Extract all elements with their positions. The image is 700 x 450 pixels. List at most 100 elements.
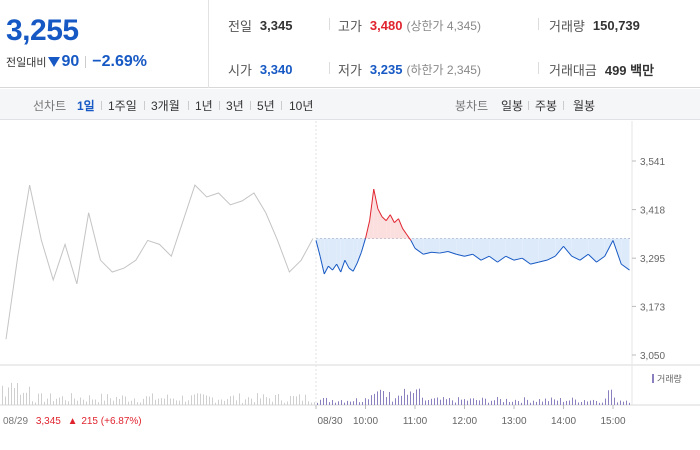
volume-bar	[374, 393, 375, 405]
y-tick-label: 3,541	[640, 157, 665, 168]
today-segment	[369, 188, 375, 221]
tab-daily[interactable]: 일봉	[501, 99, 524, 113]
volume-bar	[14, 388, 15, 405]
tab-monthly[interactable]: 월봉	[573, 99, 596, 113]
change-fill-area	[489, 238, 498, 263]
stat-prev-close: 전일 3,345	[228, 16, 292, 35]
volume-bar	[53, 401, 54, 405]
change-fill-area	[472, 238, 481, 261]
volume-bar	[530, 402, 531, 405]
volume-bar	[539, 399, 540, 405]
volume-bar	[413, 393, 414, 405]
volume-bar	[563, 401, 564, 405]
divider	[329, 18, 330, 30]
stat-value: 499 백만	[604, 63, 655, 78]
volume-bar	[149, 396, 150, 405]
change-fill-area	[439, 238, 448, 254]
volume-bar	[461, 399, 462, 405]
volume-bar	[272, 401, 273, 405]
tab-1w[interactable]: 1주일	[108, 99, 137, 113]
volume-bar	[5, 396, 6, 405]
today-segment	[505, 255, 515, 261]
volume-bar	[458, 397, 459, 405]
volume-bar	[173, 398, 174, 405]
today-segment	[439, 250, 449, 254]
today-segment	[579, 253, 589, 261]
tab-3m[interactable]: 3개월	[151, 99, 180, 113]
volume-bar	[572, 397, 573, 405]
change-fill-area	[353, 238, 358, 272]
today-segment	[344, 259, 350, 269]
volume-bar	[335, 402, 336, 405]
today-segment	[352, 262, 358, 272]
volume-bar	[599, 402, 600, 405]
change-fill-area	[448, 238, 457, 255]
volume-legend-swatch	[652, 374, 654, 383]
volume-bar	[236, 400, 237, 405]
volume-bar	[71, 393, 72, 405]
stat-value: 3,340	[259, 62, 293, 77]
volume-bar	[302, 400, 303, 405]
change-fill-area	[580, 238, 589, 261]
today-segment	[373, 188, 379, 209]
volume-bar	[548, 401, 549, 405]
tab-weekly[interactable]: 주봉	[535, 99, 558, 113]
change-fill-area	[571, 238, 580, 261]
volume-bar	[50, 393, 51, 405]
tab-5y[interactable]: 5년	[257, 99, 275, 113]
volume-bar	[188, 400, 189, 405]
volume-bar	[245, 399, 246, 405]
volume-bar	[197, 393, 198, 405]
volume-bar	[122, 395, 123, 405]
volume-bar	[521, 402, 522, 405]
tab-3y[interactable]: 3년	[226, 99, 244, 113]
today-segment	[480, 255, 490, 261]
volume-bar	[86, 401, 87, 405]
volume-bar	[476, 399, 477, 405]
volume-bar	[416, 389, 417, 405]
volume-bar	[578, 402, 579, 405]
down-triangle-icon	[48, 57, 61, 67]
change-fill-area	[332, 238, 337, 271]
change-amount: 90	[61, 53, 80, 70]
volume-bar	[389, 391, 390, 405]
today-segment	[571, 255, 581, 261]
volume-bar	[95, 399, 96, 405]
divider	[281, 101, 282, 110]
volume-bar	[38, 393, 39, 405]
volume-bar	[206, 395, 207, 405]
change-fill-area	[386, 214, 391, 239]
volume-bar	[314, 402, 315, 405]
volume-bar	[410, 391, 411, 405]
today-segment	[456, 253, 465, 257]
stat-value: 3,345	[259, 18, 293, 33]
x-tick-label: 13:00	[501, 416, 526, 427]
volume-bar	[239, 393, 240, 405]
change-percent: −2.69%	[92, 53, 147, 70]
volume-bar	[494, 400, 495, 405]
divider	[144, 101, 145, 110]
volume-bar	[446, 399, 447, 405]
volume-bar	[527, 399, 528, 405]
price-chart: 3,541 3,418 3,295 3,173 3,050 08/30 10:00 11:0…	[0, 121, 700, 427]
volume-bar	[164, 398, 165, 405]
today-segment	[377, 208, 383, 217]
today-segment	[488, 255, 498, 263]
volume-bar	[407, 394, 408, 405]
volume-bar	[251, 398, 252, 405]
volume-bar	[218, 399, 219, 405]
divider	[538, 18, 539, 30]
tab-1d[interactable]: 1일	[77, 99, 95, 113]
today-segment	[356, 252, 362, 264]
today-segment	[394, 218, 399, 223]
x-tick-label: 14:00	[551, 416, 576, 427]
today-segment	[563, 246, 573, 257]
tab-10y[interactable]: 10년	[289, 99, 314, 113]
volume-bar	[614, 397, 615, 405]
volume-bar	[518, 401, 519, 405]
tab-1y[interactable]: 1년	[195, 99, 213, 113]
volume-bar	[308, 401, 309, 405]
volume-bar	[140, 402, 141, 405]
volume-bar	[128, 401, 129, 405]
upper-limit: (상한가 4,345)	[406, 19, 481, 33]
